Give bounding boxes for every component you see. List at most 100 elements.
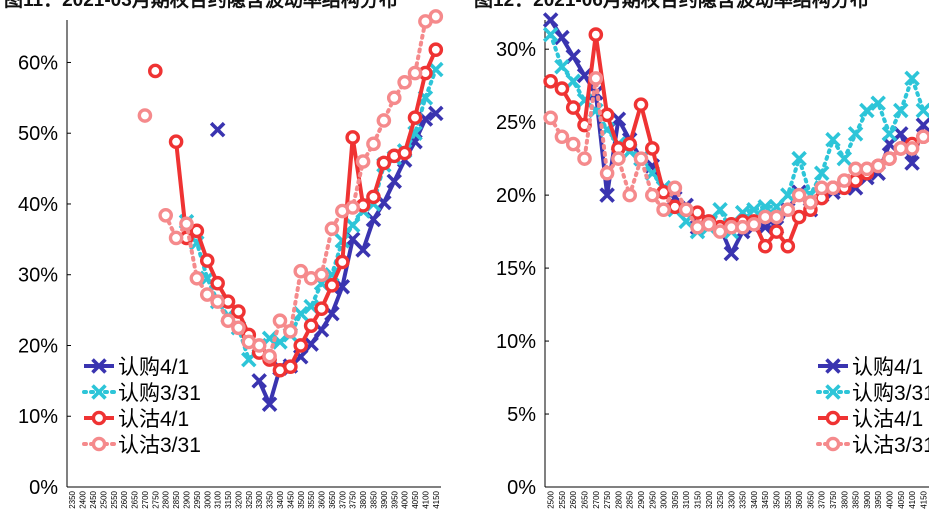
data-point bbox=[611, 151, 626, 166]
x-tick-label: 3600 bbox=[318, 490, 327, 508]
legend-marker bbox=[825, 384, 841, 400]
x-tick-label: 2800 bbox=[162, 490, 171, 508]
x-tick-label: 3550 bbox=[307, 490, 316, 508]
data-point bbox=[283, 324, 298, 339]
data-point bbox=[554, 58, 570, 75]
x-tick-label: 4000 bbox=[885, 490, 894, 508]
y-tick-label: 15% bbox=[496, 258, 536, 280]
data-point bbox=[543, 110, 558, 126]
legend: 认购4/1 认购3/31 认沽4/1 认沽3/31 bbox=[816, 356, 929, 457]
data-point bbox=[565, 48, 581, 65]
series-4 bbox=[543, 71, 929, 239]
data-point bbox=[915, 117, 929, 133]
x-tick-label: 2650 bbox=[131, 490, 140, 508]
x-tick-label: 3650 bbox=[806, 490, 815, 508]
x-tick-label: 3850 bbox=[852, 490, 861, 508]
data-point bbox=[791, 150, 807, 167]
data-point bbox=[565, 73, 581, 90]
legend-label: 认购4/1 bbox=[852, 356, 923, 379]
data-point bbox=[610, 111, 627, 127]
x-tick-label: 4000 bbox=[401, 490, 410, 508]
legend-marker bbox=[91, 436, 107, 452]
legend-label: 认沽4/1 bbox=[118, 408, 189, 431]
series-line bbox=[549, 32, 925, 249]
data-point bbox=[324, 221, 340, 237]
x-tick-label: 2750 bbox=[603, 490, 612, 508]
data-point bbox=[825, 131, 841, 148]
x-tick-label: 3650 bbox=[328, 490, 337, 508]
x-tick-label: 3750 bbox=[829, 490, 838, 508]
data-point bbox=[746, 217, 762, 232]
data-point bbox=[870, 158, 886, 174]
data-point bbox=[644, 187, 660, 203]
y-tick-label: 30% bbox=[496, 39, 536, 61]
data-point bbox=[210, 275, 225, 291]
x-tick-label: 3500 bbox=[297, 490, 306, 508]
legend-label: 认购4/1 bbox=[118, 356, 189, 379]
data-point bbox=[314, 301, 329, 316]
legend-marker bbox=[91, 410, 107, 426]
x-tick-label: 2400 bbox=[79, 490, 88, 508]
x-tick-label: 2800 bbox=[614, 490, 623, 508]
x-tick-label: 2350 bbox=[68, 490, 77, 508]
data-point bbox=[848, 161, 863, 177]
x-tick-label: 2650 bbox=[581, 490, 590, 508]
x-tick-label: 2550 bbox=[558, 490, 567, 508]
y-tick-label: 20% bbox=[496, 185, 536, 207]
x-tick-label: 3800 bbox=[359, 490, 368, 508]
series-4 bbox=[137, 9, 444, 364]
x-tick-label: 3200 bbox=[705, 490, 714, 508]
data-point bbox=[168, 230, 184, 246]
data-point bbox=[210, 294, 225, 309]
x-tick-label: 4100 bbox=[908, 490, 917, 508]
legend-marker bbox=[825, 436, 841, 452]
data-point bbox=[366, 189, 381, 205]
data-point bbox=[690, 205, 705, 220]
data-point bbox=[904, 70, 920, 87]
x-tick-label: 2600 bbox=[120, 490, 129, 508]
data-point bbox=[293, 338, 309, 353]
series-line bbox=[163, 14, 438, 359]
data-point bbox=[231, 320, 246, 336]
data-point bbox=[701, 217, 717, 232]
x-tick-label: 2850 bbox=[626, 490, 635, 508]
data-point bbox=[283, 359, 298, 375]
x-tick-label: 4100 bbox=[421, 490, 430, 508]
x-tick-label: 3800 bbox=[840, 490, 849, 508]
x-tick-label: 2950 bbox=[193, 490, 202, 508]
x-tick-label: 2900 bbox=[182, 490, 191, 508]
data-point bbox=[397, 74, 412, 90]
chart-1-title: 图11：2021-03月期权合约隐含波动率结构分布 bbox=[4, 0, 398, 11]
x-tick-label: 3150 bbox=[224, 490, 233, 508]
data-point bbox=[882, 151, 897, 166]
data-point bbox=[893, 126, 909, 142]
data-point bbox=[678, 202, 694, 218]
data-point bbox=[893, 141, 909, 156]
x-tick-label: 3400 bbox=[276, 490, 285, 508]
x-tick-label: 3250 bbox=[245, 490, 254, 508]
data-point bbox=[870, 95, 886, 111]
data-point bbox=[355, 154, 371, 169]
data-point bbox=[836, 150, 853, 167]
data-point bbox=[345, 200, 360, 215]
data-point bbox=[712, 224, 728, 239]
data-point bbox=[576, 67, 593, 84]
y-tick-label: 30% bbox=[18, 265, 58, 287]
data-point bbox=[189, 270, 205, 286]
y-tick-label: 50% bbox=[18, 123, 58, 145]
data-point bbox=[231, 304, 246, 319]
x-tick-label: 3350 bbox=[739, 490, 748, 508]
data-point bbox=[554, 129, 570, 145]
x-tick-label: 3450 bbox=[286, 490, 295, 508]
data-point bbox=[261, 396, 278, 412]
x-tick-label: 3100 bbox=[214, 490, 223, 508]
data-point bbox=[859, 102, 875, 119]
data-point bbox=[723, 245, 740, 262]
x-tick-label: 3250 bbox=[716, 490, 725, 508]
data-point bbox=[769, 209, 784, 225]
data-point bbox=[622, 187, 638, 203]
x-tick-label: 2850 bbox=[172, 490, 181, 508]
data-point bbox=[599, 107, 615, 123]
data-point bbox=[893, 102, 909, 119]
data-point bbox=[345, 130, 360, 145]
